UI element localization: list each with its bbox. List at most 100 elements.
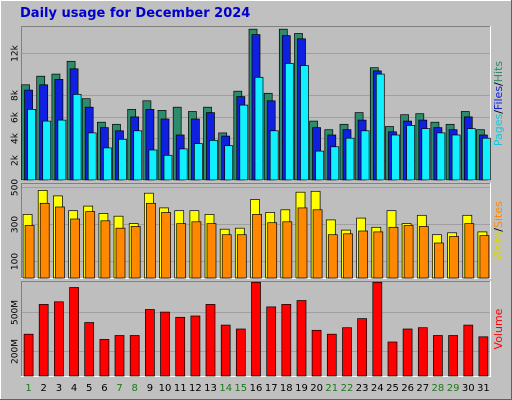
bar-volume-day-1 — [23, 333, 34, 377]
bar-pages-day-15 — [239, 104, 249, 181]
panel-volume: 200M 500M Volume — [11, 281, 505, 377]
bar-sites-day-6 — [100, 220, 111, 279]
x-tick-label-day-31: 31 — [477, 383, 490, 394]
bar-pages-day-23 — [360, 130, 370, 181]
y-axis-label-part: Hits — [492, 61, 505, 83]
bar-volume-day-26 — [402, 328, 413, 377]
bar-sites-day-21 — [327, 234, 338, 279]
x-tick-label-day-20: 20 — [310, 383, 323, 394]
bar-pages-day-22 — [345, 137, 355, 181]
x-tick-label-day-23: 23 — [356, 383, 369, 394]
x-tick-label-day-22: 22 — [341, 383, 354, 394]
x-tick-label-day-25: 25 — [386, 383, 399, 394]
y-axis-label-part: / — [492, 82, 505, 86]
bar-sites-day-5 — [85, 211, 96, 279]
bar-sites-day-23 — [358, 230, 368, 279]
x-tick-label-day-10: 10 — [159, 383, 172, 394]
bar-sites-day-2 — [39, 202, 50, 279]
bar-sites-day-12 — [191, 221, 202, 279]
bar-sites-day-9 — [146, 202, 156, 279]
y-tick-label: 300 — [11, 216, 21, 233]
bar-volume-day-31 — [478, 336, 489, 377]
y-axis-label-part: Volume — [492, 308, 505, 349]
bar-sites-day-24 — [373, 231, 384, 279]
x-tick-label-day-27: 27 — [416, 383, 429, 394]
bar-volume-day-4 — [69, 287, 79, 377]
bar-volume-day-10 — [160, 311, 170, 377]
x-tick-label-day-8: 8 — [132, 383, 138, 394]
y-tick-label: 4k — [11, 132, 21, 144]
bar-volume-day-16 — [251, 281, 261, 377]
x-tick-label-day-29: 29 — [447, 383, 460, 394]
bar-volume-day-3 — [54, 301, 64, 377]
x-tick-label-day-28: 28 — [432, 383, 445, 394]
bar-pages-day-21 — [330, 146, 340, 181]
bar-sites-day-22 — [343, 233, 353, 279]
bar-sites-day-16 — [252, 214, 262, 279]
bar-sites-day-19 — [297, 207, 308, 279]
bar-sites-day-27 — [418, 226, 429, 279]
bar-sites-day-13 — [206, 223, 217, 279]
bar-volume-day-25 — [387, 341, 398, 377]
chart-title: Daily usage for December 2024 — [20, 6, 251, 21]
bar-pages-day-8 — [133, 130, 143, 181]
y-axis-label-part: Pages — [492, 114, 505, 147]
x-tick-label-day-6: 6 — [101, 383, 107, 394]
y-axis-label-part: / — [492, 228, 505, 232]
x-tick-label-day-19: 19 — [295, 383, 308, 394]
bar-volume-day-30 — [463, 324, 474, 377]
y-axis-label-hits-files-pages: Pages/Files/Hits — [492, 61, 505, 147]
bar-pages-day-11 — [178, 148, 188, 181]
bar-volume-day-11 — [175, 316, 186, 377]
bar-volume-day-12 — [190, 315, 201, 377]
bar-pages-day-10 — [163, 154, 173, 181]
bar-pages-day-26 — [406, 125, 415, 181]
x-tick-label-day-21: 21 — [325, 383, 338, 394]
bar-pages-day-7 — [118, 138, 127, 181]
y-axis-label-part: Sites — [492, 201, 505, 228]
bar-sites-day-25 — [388, 226, 399, 279]
x-tick-label-day-18: 18 — [280, 383, 293, 394]
bar-pages-day-27 — [421, 128, 431, 181]
bar-pages-day-6 — [103, 147, 112, 181]
bar-sites-day-11 — [176, 223, 187, 279]
bar-pages-day-3 — [57, 119, 67, 181]
chart-panels: 2k4k6k8k12kPages/Files/Hits100300500Visi… — [11, 26, 505, 394]
bar-pages-day-29 — [451, 134, 461, 181]
x-tick-label-day-15: 15 — [234, 383, 247, 394]
bar-sites-day-1 — [24, 225, 35, 279]
bar-volume-day-18 — [281, 304, 292, 377]
bar-sites-day-4 — [70, 218, 80, 279]
bar-volume-day-8 — [129, 335, 140, 377]
bar-pages-day-4 — [72, 94, 82, 181]
y-tick-label: 100 — [11, 253, 21, 270]
y-axis-label-volume: Volume — [492, 308, 505, 349]
x-tick-label-day-26: 26 — [401, 383, 414, 394]
bar-sites-day-29 — [449, 236, 459, 279]
bar-volume-day-29 — [448, 335, 458, 377]
bar-volume-day-2 — [38, 304, 49, 377]
bar-pages-day-9 — [148, 149, 158, 181]
y-tick-label: 500 — [11, 179, 21, 196]
bar-pages-day-25 — [391, 134, 400, 181]
panel-visits-sites: 100 300 500 Visits/Sites — [11, 179, 505, 279]
x-tick-label-day-14: 14 — [219, 383, 232, 394]
bar-volume-day-24 — [372, 281, 383, 377]
bar-pages-day-20 — [315, 150, 324, 181]
bar-sites-day-15 — [236, 234, 247, 279]
y-tick-label: 200M — [11, 339, 21, 364]
bar-volume-day-13 — [205, 304, 216, 377]
x-tick-label-day-1: 1 — [25, 383, 31, 394]
bar-pages-day-31 — [482, 137, 491, 181]
bar-pages-day-19 — [300, 65, 309, 181]
bar-pages-day-14 — [224, 145, 234, 181]
bar-pages-day-1 — [27, 109, 36, 181]
bar-pages-day-24 — [375, 73, 385, 181]
bar-sites-day-7 — [115, 227, 126, 279]
bar-sites-day-14 — [221, 234, 232, 279]
x-tick-label-day-2: 2 — [41, 383, 47, 394]
bar-sites-day-30 — [464, 223, 475, 279]
bar-sites-day-26 — [403, 225, 414, 279]
